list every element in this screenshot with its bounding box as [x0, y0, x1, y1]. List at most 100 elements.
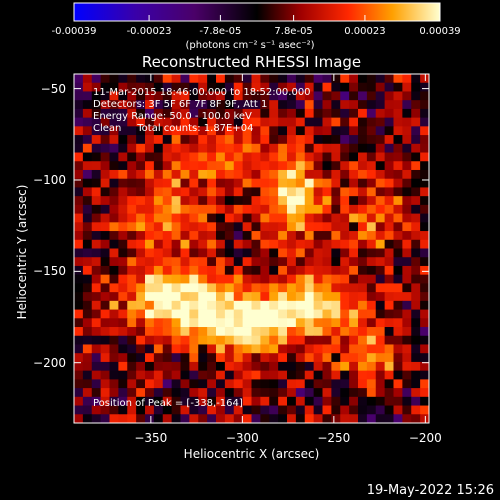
heatmap-cell	[384, 248, 394, 258]
heatmap-cell	[180, 126, 190, 136]
heatmap-cell	[420, 74, 430, 84]
heatmap-cell	[118, 283, 128, 293]
heatmap-cell	[109, 257, 119, 267]
heatmap-cell	[420, 152, 430, 162]
heatmap-cell	[322, 239, 332, 249]
heatmap-cell	[74, 213, 84, 223]
heatmap-cell	[118, 396, 128, 406]
heatmap-cell	[162, 135, 173, 145]
heatmap-cell	[82, 257, 93, 267]
heatmap-cell	[216, 274, 226, 284]
heatmap-cell	[127, 135, 137, 145]
heatmap-cell	[420, 405, 430, 415]
heatmap-cell	[349, 100, 359, 110]
heatmap-cell	[153, 405, 164, 415]
heatmap-cell	[402, 196, 412, 206]
heatmap-cell	[100, 318, 110, 328]
heatmap-cell	[198, 396, 208, 406]
heatmap-cell	[216, 152, 226, 162]
heatmap-cell	[109, 126, 119, 136]
heatmap-cell	[295, 361, 306, 372]
heatmap-cell	[384, 187, 394, 197]
heatmap-cell	[340, 239, 350, 249]
heatmap-cell	[402, 353, 412, 363]
heatmap-cell	[420, 100, 430, 110]
heatmap-cell	[278, 335, 288, 345]
heatmap-cell	[82, 300, 93, 310]
heatmap-cell	[109, 204, 119, 215]
heatmap-cell	[118, 405, 128, 415]
heatmap-cell	[287, 169, 297, 180]
heatmap-cell	[224, 405, 235, 415]
heatmap-cell	[287, 82, 297, 92]
heatmap-cell	[251, 274, 261, 284]
heatmap-cell	[198, 196, 208, 206]
heatmap-cell	[109, 283, 119, 293]
heatmap-cell	[198, 405, 208, 415]
heatmap-cell	[153, 135, 164, 145]
heatmap-cell	[118, 379, 128, 389]
heatmap-cell	[411, 300, 421, 310]
heatmap-cell	[331, 82, 341, 92]
heatmap-cell	[260, 353, 270, 363]
heatmap-cell	[233, 405, 244, 415]
heatmap-cell	[295, 161, 306, 171]
heatmap-cell	[366, 405, 377, 415]
heatmap-cell	[100, 222, 110, 232]
heatmap-cell	[189, 370, 199, 380]
heatmap-cell	[189, 318, 199, 328]
heatmap-cell	[375, 414, 386, 424]
heatmap-cell	[358, 100, 368, 110]
heatmap-cell	[393, 213, 403, 223]
heatmap-cell	[145, 152, 155, 162]
heatmap-cell	[216, 344, 226, 354]
heatmap-cell	[278, 152, 288, 162]
heatmap-cell	[224, 178, 235, 188]
heatmap-cell	[420, 135, 430, 145]
heatmap-cell	[269, 204, 279, 215]
heatmap-cell	[251, 196, 261, 206]
heatmap-cell	[180, 292, 190, 302]
heatmap-cell	[242, 91, 252, 101]
heatmap-cell	[251, 108, 261, 119]
heatmap-cell	[402, 361, 412, 372]
heatmap-cell	[340, 222, 350, 232]
heatmap-cell	[420, 117, 430, 127]
heatmap-cell	[162, 152, 173, 162]
heatmap-cell	[295, 344, 306, 354]
heatmap-cell	[127, 283, 137, 293]
heatmap-cell	[233, 414, 244, 424]
heatmap-cell	[313, 169, 323, 180]
heatmap-cell	[162, 196, 173, 206]
heatmap-cell	[393, 91, 403, 101]
heatmap-cell	[82, 126, 93, 136]
heatmap-cell	[242, 353, 252, 363]
heatmap-cell	[109, 135, 119, 145]
heatmap-cell	[198, 108, 208, 119]
heatmap-cell	[340, 100, 350, 110]
heatmap-cell	[74, 274, 84, 284]
heatmap-cell	[145, 396, 155, 406]
heatmap-cell	[384, 327, 394, 337]
heatmap-cell	[287, 405, 297, 415]
heatmap-cell	[189, 231, 199, 241]
heatmap-cell	[366, 213, 377, 223]
heatmap-cell	[322, 108, 332, 119]
heatmap-cell	[295, 108, 306, 119]
heatmap-cell	[153, 265, 164, 276]
heatmap-cell	[109, 91, 119, 101]
heatmap-cell	[216, 265, 226, 276]
heatmap-cell	[242, 196, 252, 206]
heatmap-cell	[198, 283, 208, 293]
heatmap-cell	[91, 335, 102, 345]
heatmap-cell	[171, 187, 181, 197]
heatmap-cell	[145, 405, 155, 415]
heatmap-cell	[366, 117, 377, 127]
heatmap-cell	[242, 117, 252, 127]
heatmap-cell	[171, 196, 181, 206]
heatmap-cell	[162, 161, 173, 171]
heatmap-cell	[331, 265, 341, 276]
heatmap-cell	[375, 274, 386, 284]
heatmap-cell	[136, 100, 146, 110]
heatmap-cell	[287, 388, 297, 398]
